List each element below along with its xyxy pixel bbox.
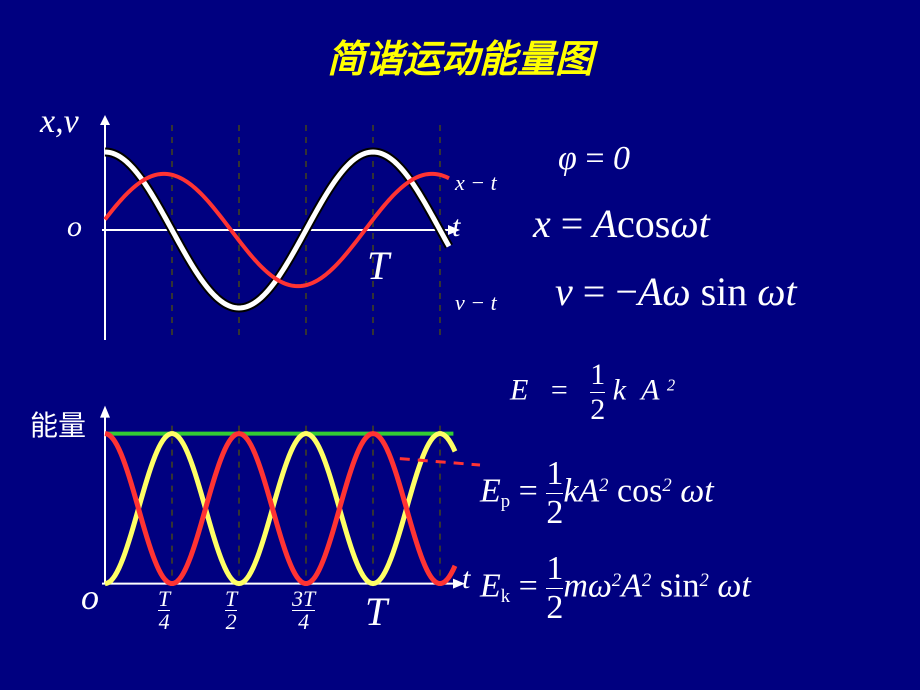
upper-t-axis-label: t [452, 210, 460, 244]
lower-t-axis-label: t [462, 562, 470, 596]
xt-curve-label: x − t [455, 170, 497, 196]
lower-period-label: T [365, 588, 387, 635]
lower-origin-label: o [81, 576, 99, 618]
eq-x: x = Acosωt [533, 200, 710, 247]
upper-xv-chart [85, 115, 500, 365]
eq-total-energy: E = 12 k A 2 [510, 358, 675, 427]
upper-period-label: T [367, 242, 389, 289]
page-title: 简谐运动能量图 [0, 28, 920, 83]
eq-v: v = −Aω sin ωt [555, 268, 797, 315]
lower-y-axis-label: 能量 [30, 404, 86, 444]
vt-curve-label: v − t [455, 290, 497, 316]
eq-kinetic-energy: Ek = 12mω2A2 sin2 ωt [480, 550, 751, 627]
upper-y-axis-label: x,v [40, 103, 79, 141]
upper-origin-label: o [67, 210, 82, 244]
eq-phi: φ = 0 [558, 140, 630, 178]
eq-potential-energy: Ep = 12kA2 cos2 ωt [480, 455, 714, 532]
